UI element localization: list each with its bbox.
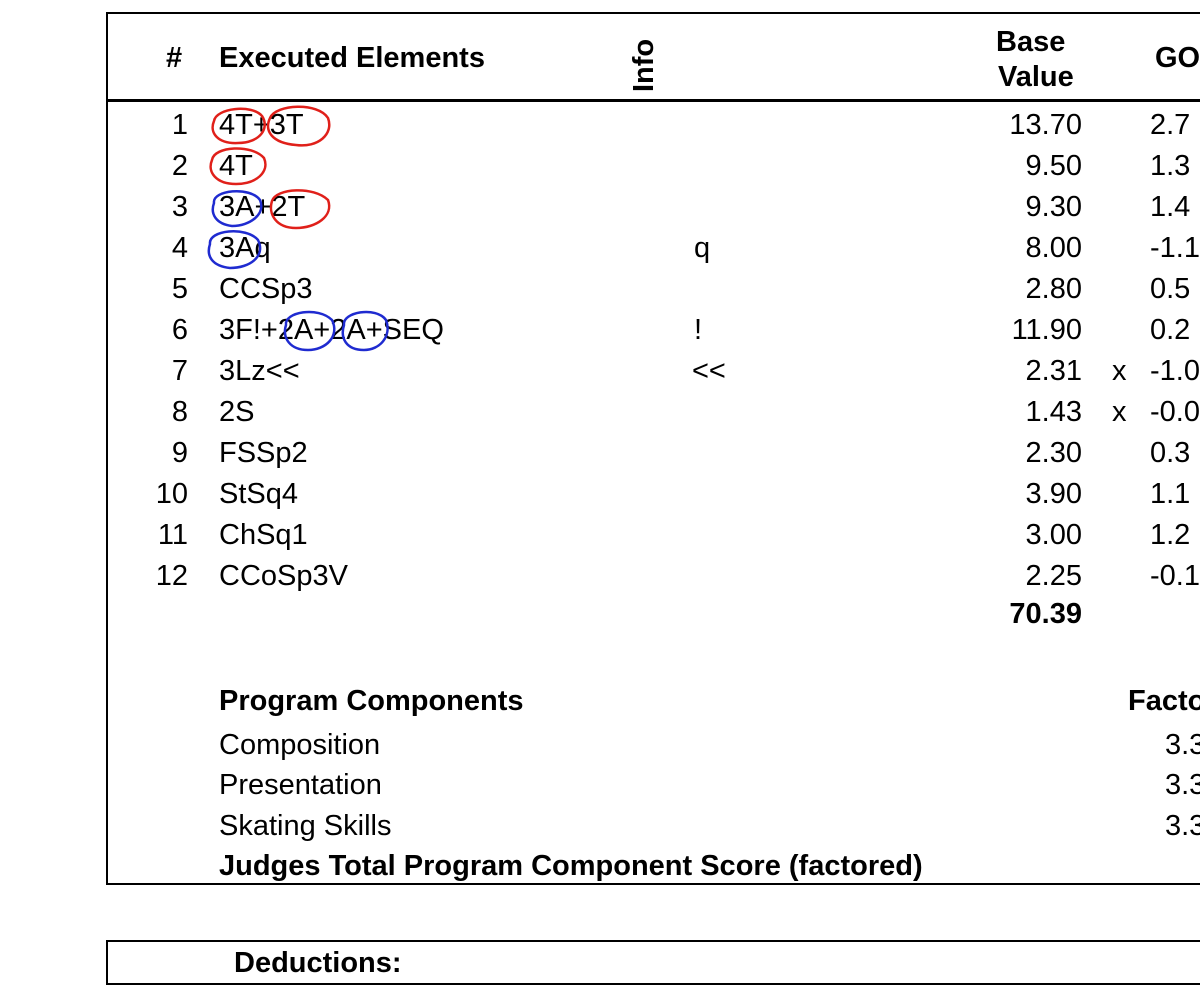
component-name: Presentation (219, 769, 382, 801)
row-number: 4 (171, 232, 188, 264)
row-goe: -0.0 (1150, 396, 1200, 428)
row-goe: 2.7 (1150, 109, 1191, 141)
row-goe: -1.0 (1150, 355, 1200, 387)
row-base-value: 13.70 (1009, 109, 1082, 141)
row-element: 3Aq (219, 232, 271, 264)
header-base-line2: Value (998, 61, 1074, 93)
row-base-value: 3.90 (1025, 478, 1082, 510)
component-factor: 3.3 (1165, 810, 1200, 842)
row-number: 9 (171, 437, 188, 469)
row-element: FSSp2 (219, 437, 308, 469)
row-number: 3 (171, 191, 188, 223)
row-element: ChSq1 (219, 519, 308, 551)
row-element: 2S (219, 396, 255, 428)
row-number: 1 (171, 109, 188, 141)
header-info: Info (628, 38, 660, 92)
row-element: 3Lz<< (219, 355, 300, 387)
component-name: Skating Skills (219, 810, 392, 842)
component-name: Composition (219, 729, 381, 761)
row-base-value: 9.50 (1025, 150, 1082, 182)
header-rule (106, 99, 1200, 102)
row-element: CCoSp3V (219, 560, 348, 592)
row-goe: 0.2 (1150, 314, 1191, 346)
row-goe: 1.2 (1150, 519, 1191, 551)
row-number: 11 (157, 519, 188, 551)
row-info: << (692, 355, 726, 387)
header-executed-elements: Executed Elements (219, 42, 485, 74)
row-info: q (694, 232, 711, 264)
total-base-value: 70.39 (1009, 598, 1082, 630)
component-factor: 3.3 (1165, 769, 1200, 801)
row-base-value: 2.25 (1025, 560, 1082, 592)
row-number: 2 (171, 150, 188, 182)
header-base-line1: Base (996, 26, 1066, 58)
row-goe: -0.1 (1150, 560, 1200, 592)
row-base-value: 2.80 (1025, 273, 1082, 305)
row-base-value: 2.30 (1025, 437, 1082, 469)
row-element: 4T (219, 150, 253, 182)
score-sheet-frame (106, 12, 1200, 885)
row-element: StSq4 (219, 478, 298, 510)
row-x-mark: x (1112, 355, 1127, 387)
row-base-value: 1.43 (1025, 396, 1082, 428)
deductions-label: Deductions: (234, 947, 402, 979)
judges-total-label: Judges Total Program Component Score (fa… (219, 850, 923, 882)
row-goe: 1.3 (1150, 150, 1191, 182)
row-info: ! (694, 314, 703, 346)
component-factor: 3.3 (1165, 729, 1200, 761)
row-base-value: 8.00 (1025, 232, 1082, 264)
row-element: 4T+3T (219, 109, 304, 141)
factor-header: Facto (1128, 685, 1200, 717)
row-number: 12 (155, 560, 188, 592)
row-base-value: 2.31 (1025, 355, 1082, 387)
row-number: 8 (171, 396, 188, 428)
row-base-value: 3.00 (1025, 519, 1082, 551)
header-goe: GO (1155, 42, 1200, 74)
program-components-title: Program Components (219, 685, 524, 717)
deductions-box (106, 940, 1200, 985)
row-base-value: 11.90 (1011, 314, 1082, 346)
row-number: 5 (171, 273, 188, 305)
row-element: 3F!+2A+2A+SEQ (219, 314, 444, 346)
row-goe: 0.5 (1150, 273, 1191, 305)
row-x-mark: x (1112, 396, 1127, 428)
row-base-value: 9.30 (1025, 191, 1082, 223)
row-number: 10 (155, 478, 188, 510)
row-element: 3A+2T (219, 191, 306, 223)
row-goe: -1.1 (1150, 232, 1200, 264)
row-number: 6 (171, 314, 188, 346)
row-goe: 1.4 (1150, 191, 1191, 223)
row-goe: 1.1 (1150, 478, 1191, 510)
row-goe: 0.3 (1150, 437, 1191, 469)
header-number: # (166, 42, 183, 74)
row-element: CCSp3 (219, 273, 313, 305)
row-number: 7 (171, 355, 188, 387)
